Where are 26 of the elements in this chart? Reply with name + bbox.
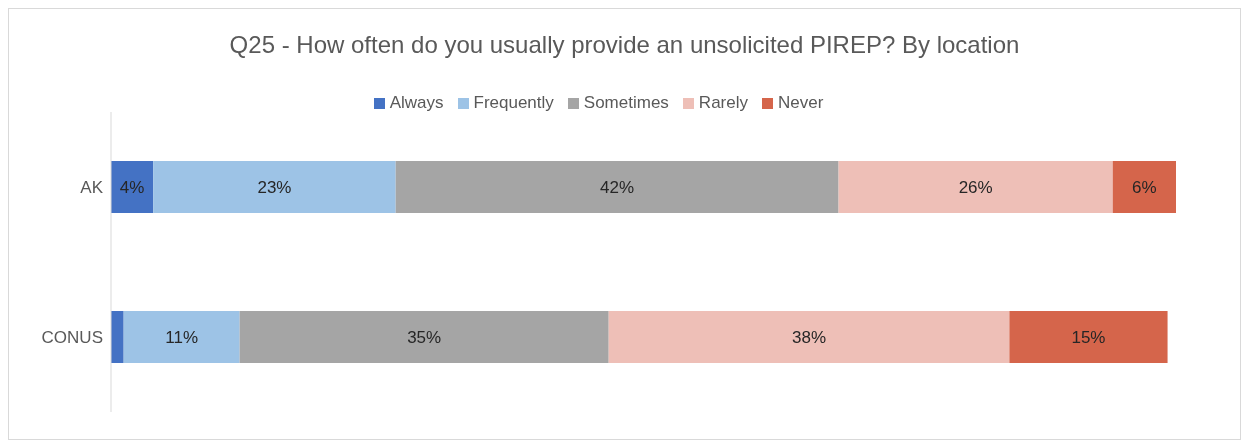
data-label: 15% — [1071, 328, 1106, 348]
bar — [111, 311, 124, 363]
data-label: 35% — [407, 328, 442, 348]
bar — [838, 161, 1113, 213]
legend-label: Rarely — [698, 93, 748, 113]
data-label: 11% — [165, 328, 199, 348]
bar — [395, 161, 839, 213]
data-label: 42% — [600, 178, 635, 198]
bar — [1112, 161, 1176, 213]
data-label: 6% — [1132, 178, 1157, 198]
legend-label: Frequently — [473, 93, 554, 113]
data-label: 23% — [257, 178, 292, 198]
y-tick-label: CONUS — [41, 328, 103, 348]
legend-label: Never — [777, 93, 824, 113]
legend-label: Always — [389, 93, 444, 113]
data-label: 4% — [119, 178, 145, 198]
bar — [153, 161, 396, 213]
bar — [239, 311, 609, 363]
y-tick-label: AK — [80, 178, 104, 198]
bar — [123, 311, 240, 363]
data-label: 38% — [792, 328, 827, 348]
bar — [608, 311, 1010, 363]
data-label: 26% — [958, 178, 993, 198]
legend-label: Sometimes — [583, 93, 669, 113]
chart-title: Q25 - How often do you usually provide an unsolicited PIREP? By location — [228, 31, 1021, 59]
bar — [1009, 311, 1168, 363]
